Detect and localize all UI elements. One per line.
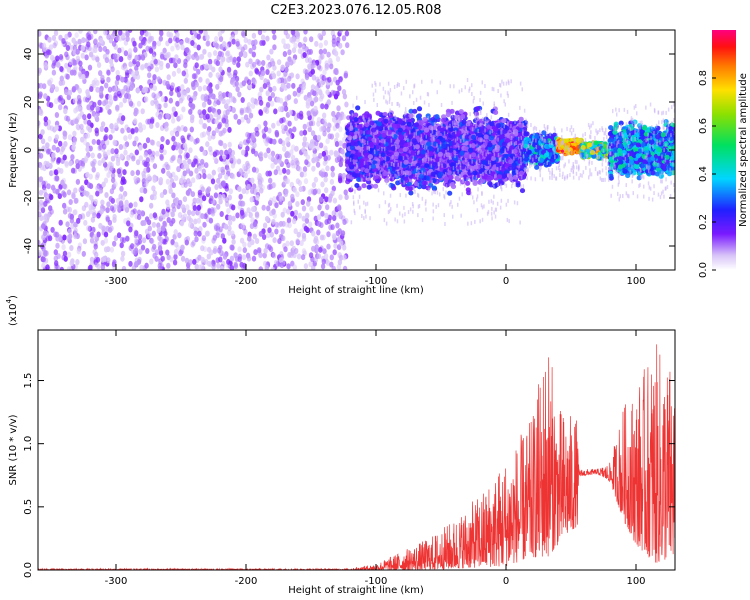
snr-x-tick-label-2: -100 xyxy=(365,576,388,587)
snr-multiplier: (x104) xyxy=(5,295,19,326)
spectrogram-y-ticks: -40 -20 0 20 40 xyxy=(23,48,675,254)
snr-x-tick-label-3: 0 xyxy=(503,576,509,587)
spectrogram-marks xyxy=(38,30,675,270)
snr-y-label: SNR (10 * v/v) xyxy=(8,414,19,485)
snr-x-tick-label-0: -300 xyxy=(105,576,128,587)
snr-y-ticks: 0.0 0.5 1.0 1.5 xyxy=(23,373,675,578)
figure-title: C2E3.2023.076.12.05.R08 xyxy=(270,3,441,18)
snr-multiplier-exponent: 4 xyxy=(5,298,13,303)
colorbar-tick-label-2: 0.4 xyxy=(698,166,709,182)
colorbar-tick-label-4: 0.8 xyxy=(698,70,709,86)
spectrogram-y-tick-label-1: -20 xyxy=(23,190,34,206)
snr-x-tick-label-1: -200 xyxy=(235,576,258,587)
snr-y-tick-label-1: 0.5 xyxy=(23,499,34,515)
spectrogram-x-label: Height of straight line (km) xyxy=(288,285,424,296)
spectrogram-x-tick-label-4: 100 xyxy=(626,276,645,287)
spectrogram-x-tick-label-0: -300 xyxy=(105,276,128,287)
spectrogram-y-tick-label-0: -40 xyxy=(23,238,34,254)
snr-panel: -300 -200 -100 0 100 0.0 0.5 1.0 1.5 Height of … xyxy=(5,295,676,596)
colorbar-tick-label-3: 0.6 xyxy=(698,118,709,134)
spectrogram-x-tick-label-2: -100 xyxy=(365,276,388,287)
colorbar-tick-label-0: 0.0 xyxy=(698,262,709,278)
spectrogram-x-ticks: -300 -200 -100 0 100 xyxy=(105,30,646,287)
spectrogram-x-tick-label-1: -200 xyxy=(235,276,258,287)
colorbar-tick-label-1: 0.2 xyxy=(698,214,709,230)
snr-multiplier-base: (x10 xyxy=(8,303,19,326)
spectrogram-region-0 xyxy=(38,30,350,270)
spectrogram-y-tick-label-2: 0 xyxy=(23,147,34,153)
snr-multiplier-close: ) xyxy=(8,295,19,299)
spectrogram-halo xyxy=(349,78,675,226)
snr-x-tick-label-4: 100 xyxy=(626,576,645,587)
spectrogram-x-tick-label-3: 0 xyxy=(503,276,509,287)
snr-background xyxy=(38,330,675,570)
colorbar-label: Normalized spectral amplitude xyxy=(738,73,749,227)
snr-y-tick-label-0: 0.0 xyxy=(23,562,34,578)
colorbar-ticks: 0.0 0.2 0.4 0.6 0.8 xyxy=(698,70,716,278)
spectrogram-y-tick-label-3: 20 xyxy=(23,96,34,109)
snr-frame xyxy=(37,329,676,571)
snr-y-tick-label-3: 1.5 xyxy=(23,373,34,389)
spectrogram-y-label: Frequency (Hz) xyxy=(8,112,19,188)
colorbar: 0.0 0.2 0.4 0.6 0.8 Normalized spectral ampl… xyxy=(698,30,749,278)
colorbar-gradient xyxy=(712,30,736,270)
snr-y-tick-label-2: 1.0 xyxy=(23,436,34,452)
snr-x-label: Height of straight line (km) xyxy=(288,585,424,596)
spectrogram-y-tick-label-4: 40 xyxy=(23,48,34,61)
snr-x-ticks: -300 -200 -100 0 100 xyxy=(105,330,646,587)
